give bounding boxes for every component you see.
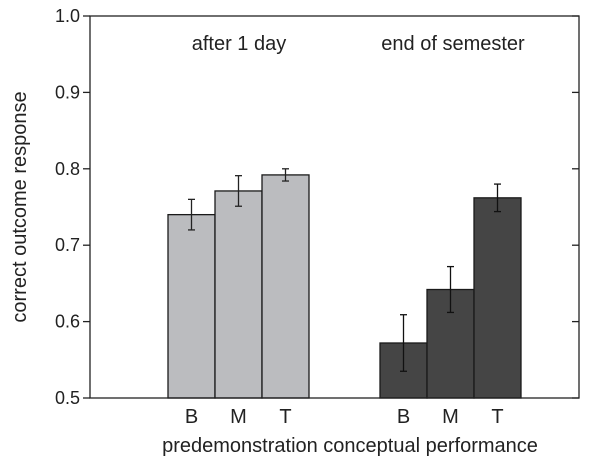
y-tick-label: 0.7 <box>55 235 80 255</box>
group-labels: after 1 day end of semester <box>192 33 525 55</box>
plot-frame <box>89 15 580 399</box>
bars <box>167 174 522 399</box>
bar <box>167 213 216 399</box>
group-label: end of semester <box>381 33 525 55</box>
y-tick-label: 1.0 <box>55 6 80 26</box>
bar <box>214 190 263 399</box>
x-axis-label: predemonstration conceptual performance <box>162 435 538 457</box>
y-tick-label: 0.9 <box>55 82 80 102</box>
bar <box>261 174 310 399</box>
y-tick-labels: 0.5 0.6 0.7 0.8 0.9 1.0 <box>55 6 80 408</box>
x-tick-label: M <box>442 406 459 428</box>
x-tick-label: T <box>279 406 291 428</box>
group-label: after 1 day <box>192 33 287 55</box>
x-tick-label: T <box>491 406 503 428</box>
y-tick-label: 0.5 <box>55 388 80 408</box>
y-axis-label: correct outcome response <box>9 91 31 322</box>
x-tick-label: B <box>185 406 198 428</box>
error-bars <box>188 168 501 372</box>
bar <box>473 197 522 399</box>
x-tick-label: B <box>397 406 410 428</box>
x-tick-label: M <box>230 406 247 428</box>
y-tick-label: 0.6 <box>55 312 80 332</box>
y-tick-label: 0.8 <box>55 159 80 179</box>
